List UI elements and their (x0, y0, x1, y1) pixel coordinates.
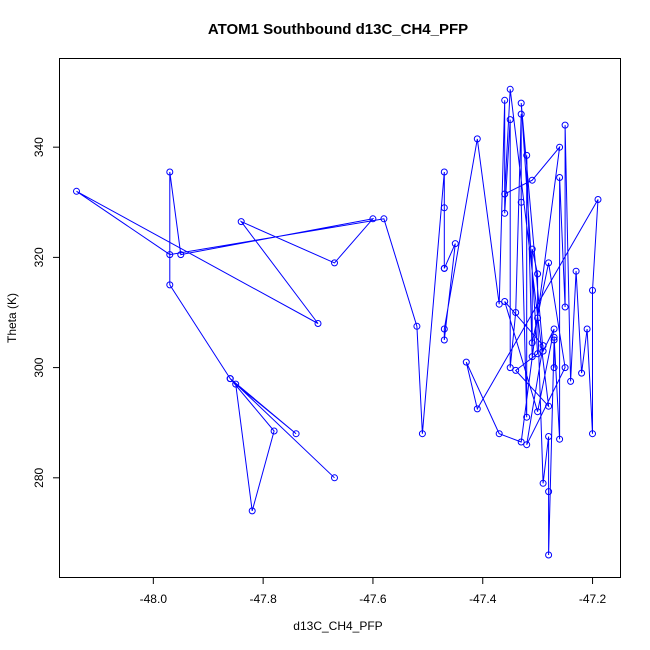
data-point (572, 267, 580, 275)
data-point (561, 364, 569, 372)
data-point (73, 187, 80, 195)
data-point (270, 427, 278, 435)
x-tick-label: -47.8 (249, 592, 277, 606)
data-point (331, 474, 338, 482)
data-point (440, 204, 448, 212)
y-axis: 280 300 320 340 (32, 137, 60, 488)
x-tick-label: -47.2 (579, 592, 607, 606)
data-point (501, 190, 509, 198)
data-point (523, 151, 531, 159)
data-point (589, 430, 596, 438)
data-point (545, 402, 553, 410)
data-point (440, 325, 448, 333)
data-point (561, 303, 569, 311)
y-tick-label: 280 (32, 467, 46, 487)
data-point (567, 377, 575, 385)
data-point (506, 116, 514, 124)
data-point (166, 281, 174, 289)
data-point (248, 507, 256, 515)
x-axis-label: d13C_CH4_PFP (293, 619, 382, 633)
data-point (545, 259, 553, 267)
data-point (556, 435, 564, 443)
data-point (517, 438, 525, 446)
y-tick-label: 320 (32, 247, 46, 267)
data-point (495, 430, 503, 438)
data-point (331, 259, 338, 267)
data-point (506, 364, 514, 372)
plot-frame (59, 58, 621, 578)
data-point (528, 245, 536, 253)
data-point (550, 364, 558, 372)
data-point (232, 380, 240, 388)
data-point (534, 314, 542, 322)
data-point (528, 353, 536, 361)
data-point (534, 408, 542, 416)
data-point (539, 479, 547, 487)
y-axis-label: Theta (K) (5, 293, 19, 343)
data-point (501, 96, 509, 104)
data-point (545, 433, 553, 440)
data-point (495, 300, 503, 308)
data-point (583, 325, 591, 333)
x-tick-label: -48.0 (140, 592, 168, 606)
data-point (462, 358, 470, 366)
data-point (594, 196, 602, 203)
plot-area (73, 85, 602, 559)
data-point (550, 325, 558, 333)
chart-title: ATOM1 Southbound d13C_CH4_PFP (208, 21, 468, 38)
data-point (166, 168, 174, 176)
series-line (76, 89, 599, 556)
data-point (512, 366, 520, 374)
data-point (226, 375, 234, 383)
data-point (534, 270, 542, 278)
data-point (440, 168, 448, 176)
y-tick-label: 300 (32, 357, 46, 377)
data-point (534, 350, 542, 358)
data-point (413, 322, 421, 330)
data-point (314, 320, 322, 327)
data-point (550, 336, 558, 344)
data-point (451, 240, 459, 248)
data-point (380, 215, 388, 223)
data-point (512, 309, 520, 316)
data-point (473, 135, 481, 143)
data-point (501, 298, 509, 305)
data-point (166, 251, 174, 259)
data-point (506, 85, 514, 93)
data-point (237, 218, 245, 226)
data-point (539, 342, 547, 350)
data-point (561, 121, 569, 129)
data-point (501, 209, 509, 217)
data-point (292, 430, 300, 438)
data-point (556, 174, 564, 181)
data-point (523, 441, 531, 449)
data-point (578, 369, 586, 377)
data-point (440, 336, 448, 344)
x-tick-label: -47.4 (469, 592, 497, 606)
data-point (528, 339, 536, 347)
data-point (517, 110, 525, 118)
data-point (517, 99, 525, 107)
y-tick-label: 340 (32, 137, 46, 157)
data-point (545, 551, 553, 559)
data-point (177, 251, 185, 259)
data-point (545, 488, 553, 496)
data-point (517, 198, 525, 206)
data-point (589, 286, 596, 294)
data-point (523, 413, 531, 421)
data-point (550, 333, 558, 341)
data-point (369, 215, 377, 223)
x-axis: -48.0 -47.8 -47.6 -47.4 -47.2 (140, 577, 607, 606)
data-point (440, 264, 448, 272)
data-point (473, 405, 481, 413)
data-point (528, 176, 536, 184)
data-point (556, 143, 564, 151)
x-tick-label: -47.6 (359, 592, 387, 606)
data-point (418, 430, 426, 438)
